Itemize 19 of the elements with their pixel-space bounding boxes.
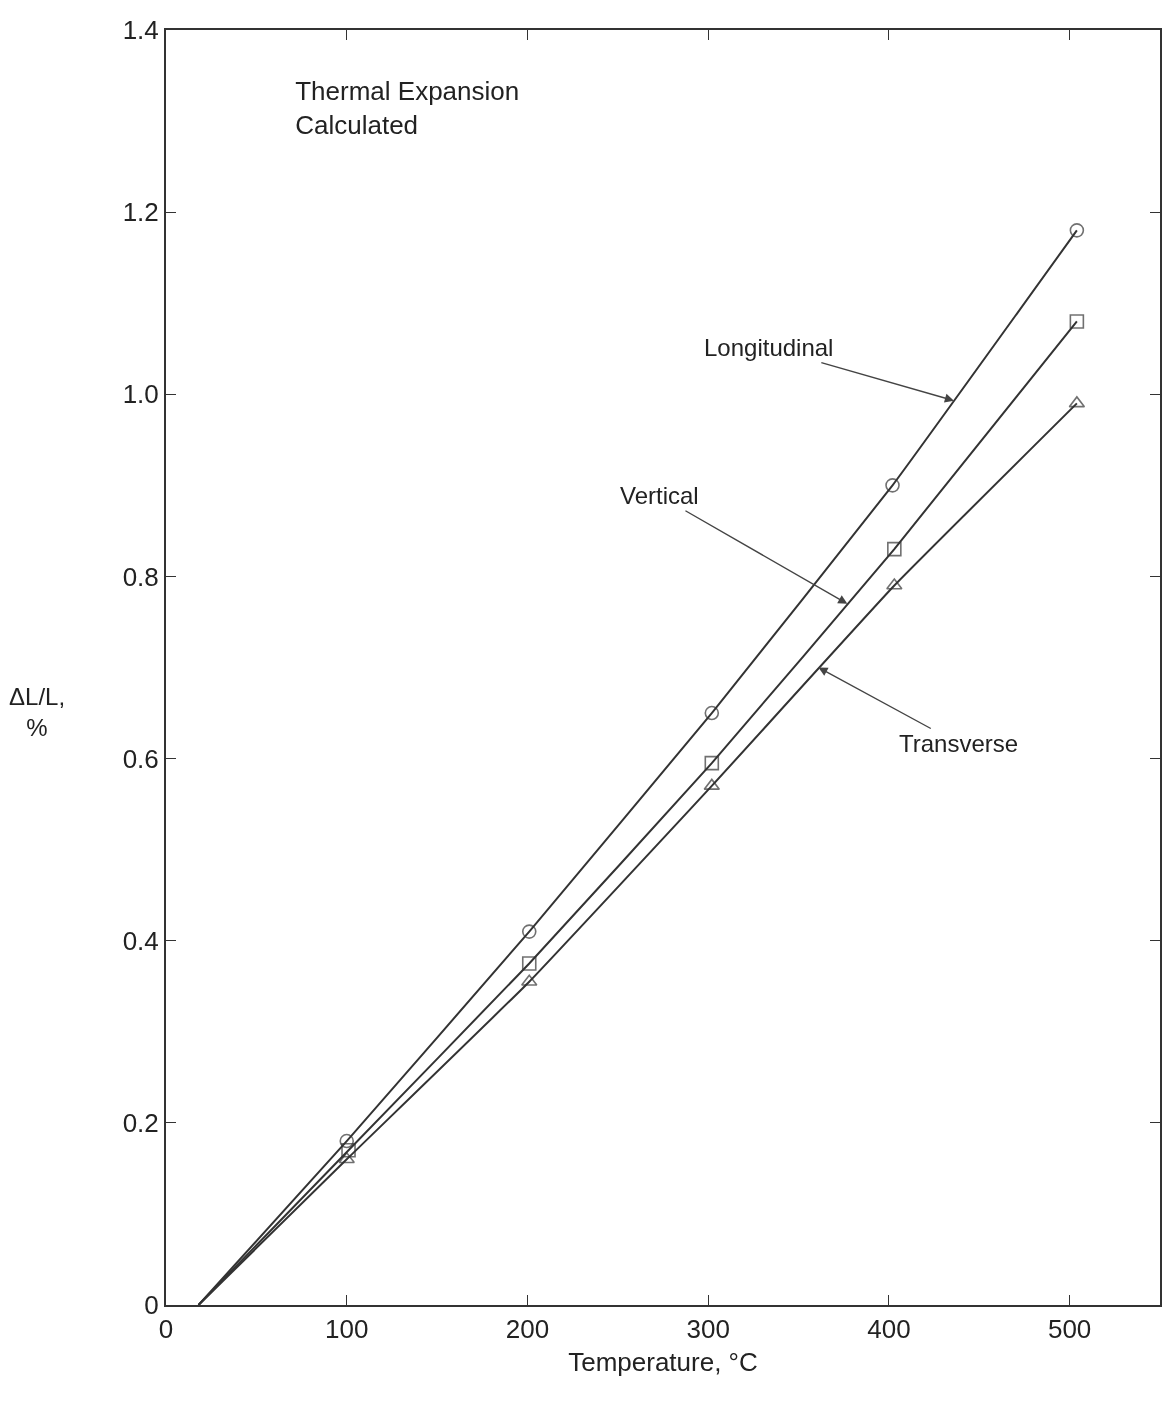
y-tick-label: 0.4 <box>122 925 159 956</box>
y-tick-label: 1.2 <box>122 197 159 228</box>
x-tick-label: 200 <box>505 1314 550 1345</box>
y-tick-label: 0.2 <box>122 1107 159 1138</box>
text: Thermal Expansion Calculated <box>295 76 520 140</box>
y-tick-label: 0 <box>144 1290 159 1321</box>
y-tick-label: 1.4 <box>122 15 159 46</box>
x-tick-label: 400 <box>867 1314 911 1345</box>
annotation: Vertical <box>620 482 699 509</box>
y-tick-label: 0.6 <box>122 743 159 774</box>
x-axis-title: Temperature, °C <box>568 1347 758 1378</box>
x-tick-label: 100 <box>325 1314 369 1345</box>
y-tick-label: 0.8 <box>122 561 159 592</box>
y-axis-title: ΔL/L, % <box>9 683 66 742</box>
annotation: Longitudinal <box>704 334 834 361</box>
x-tick-label: 300 <box>686 1314 730 1345</box>
annotation: Transverse <box>899 730 1019 757</box>
x-tick-label: 500 <box>1047 1314 1092 1345</box>
y-tick-label: 1.0 <box>122 379 159 410</box>
